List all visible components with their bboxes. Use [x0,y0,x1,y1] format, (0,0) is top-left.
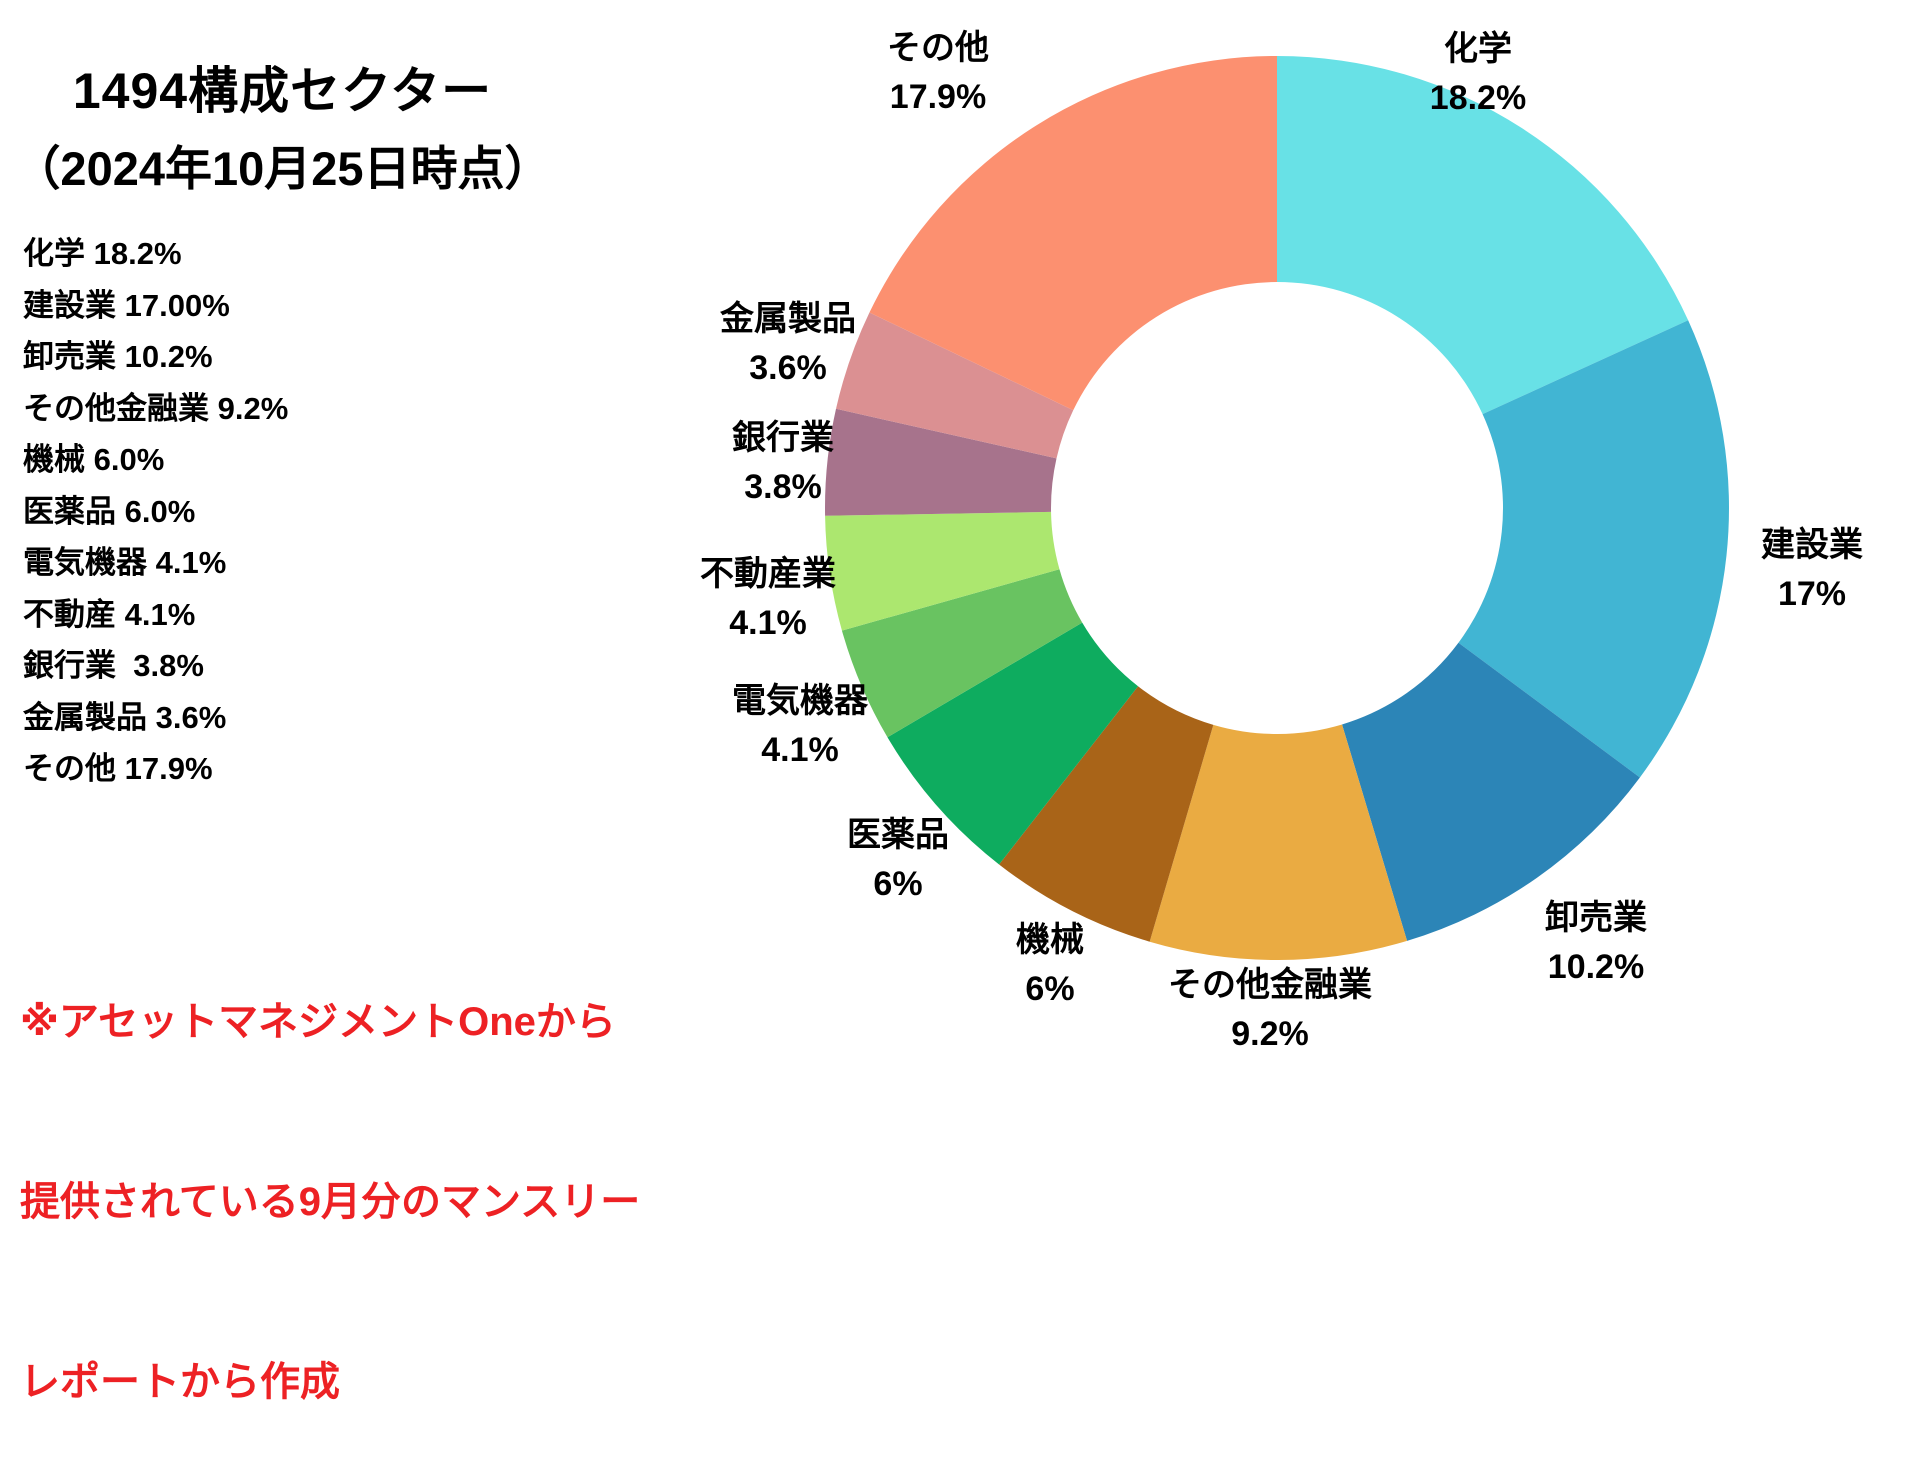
slice-label-その他: その他 17.9% [887,29,989,116]
sector-list-item: 銀行業 3.8% [23,648,204,683]
sector-list-item: 金属製品 3.6% [23,699,227,735]
slice-label-その他金融業: その他金融業 9.2% [1168,965,1372,1053]
sector-list-item: その他 17.9% [23,751,213,786]
pie-slice-建設業 [1458,320,1729,778]
slice-label-建設業: 建設業 17% [1761,526,1863,613]
sector-list-item: 医薬品 6.0% [23,493,196,529]
sector-list-item: 機械 6.0% [23,442,165,477]
pie-slice-機械 [999,686,1214,942]
slice-label-機械: 機械 6% [1016,921,1084,1008]
source-note-line2: 提供されている9月分のマンスリー [20,1180,641,1224]
sector-list-item: 電気機器 4.1% [23,545,227,580]
slice-label-卸売業: 卸売業 10.2% [1545,899,1647,986]
chart-title-line2: （2024年10月25日時点） [13,142,552,195]
slice-label-医薬品: 医薬品 6% [847,816,949,903]
pie-slice-銀行業 [825,408,1057,516]
pie-slice-金属製品 [836,312,1074,459]
pie-slice-その他 [869,56,1277,411]
sector-list-item: その他金融業 9.2% [23,390,289,426]
pie-slice-医薬品 [887,622,1139,865]
sector-list: 化学 18.2% 建設業 17.00% 卸売業 10.2% その他金融業 9.2% 機械… [23,228,583,795]
pie-slice-不動産業 [825,511,1060,631]
infographic-page: { "title": { "line1": "1494構成セクター", "lin… [0,29,1863,1404]
slice-label-化学: 化学 18.2% [1430,29,1526,117]
sector-list-item: 卸売業 10.2% [23,339,213,374]
chart-title: 1494構成セクター （2024年10月25日時点） [0,62,565,198]
slice-label-不動産業: 不動産業 4.1% [700,555,836,642]
pie-slice-その他金融業 [1149,724,1408,960]
source-note-line3: レポートから作成 [20,1360,340,1404]
pie-slice-電気機器 [841,569,1083,738]
donut-chart: 化学 18.2% 建設業 17% 卸売業 10.2% その他金融業 9.2% 機械 6% 医薬品 6%… [700,29,1863,1053]
slice-label-銀行業: 銀行業 3.8% [732,419,834,506]
slice-label-金属製品: 金属製品 3.6% [719,299,856,387]
sector-list-item: 建設業 17.00% [23,287,230,323]
sector-list-item: 不動産 4.1% [23,596,196,632]
pie-slice-化学 [1277,56,1689,415]
chart-title-line1: 1494構成セクター [72,63,493,119]
pie-slice-卸売業 [1342,642,1640,941]
sector-list-item: 化学 18.2% [23,236,182,271]
slice-label-電気機器: 電気機器 4.1% [732,682,869,769]
source-note-line1: ※アセットマネジメントOneから [20,1000,616,1044]
